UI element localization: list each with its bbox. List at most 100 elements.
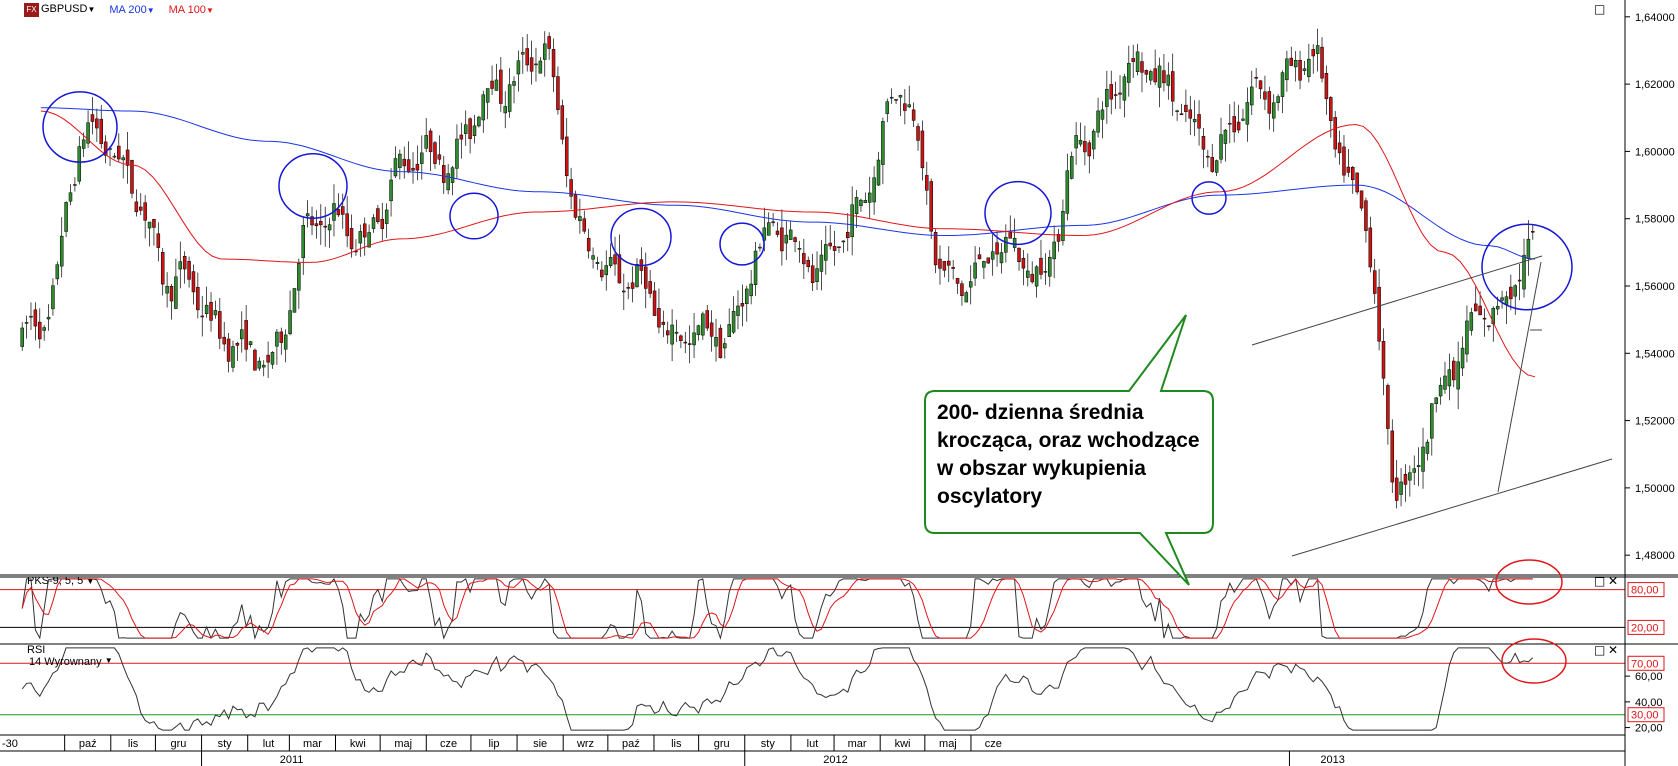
candle-body — [705, 310, 709, 329]
price-tick-label: 1,58000 — [1635, 214, 1675, 226]
close-icon[interactable]: ✕ — [1608, 643, 1619, 657]
candle-body — [775, 230, 780, 235]
candle-body — [740, 303, 745, 307]
candle-body — [749, 283, 753, 297]
candle-body — [231, 346, 235, 368]
candle-body — [951, 267, 955, 269]
maximize-icon[interactable]: □ — [1594, 643, 1606, 657]
candle-body — [1039, 257, 1043, 275]
candle-body — [165, 285, 169, 294]
rsi-panel-subtitle[interactable]: 14 Wyrownany ▼ — [29, 656, 113, 668]
stoch-panel-title[interactable]: PKS-9, 5, 5 ▼ — [27, 575, 94, 587]
candle-body — [1157, 65, 1162, 88]
candle-body — [261, 364, 266, 368]
candle-body — [1315, 45, 1320, 54]
candle-body — [1250, 86, 1254, 106]
candle-body — [1390, 430, 1395, 483]
candle-body — [182, 255, 187, 270]
candle-body — [665, 330, 670, 336]
price-tick-label: 1,60000 — [1635, 146, 1675, 158]
candle-body — [1276, 96, 1280, 103]
candle-body — [46, 316, 51, 320]
candle-body — [424, 135, 428, 149]
candle-body — [657, 307, 661, 328]
annotations — [42, 91, 1613, 586]
candle-body — [556, 76, 560, 110]
candle-body — [389, 179, 393, 202]
candle-body — [692, 332, 696, 346]
month-label: lis — [128, 738, 139, 750]
level-badge-label: 20,00 — [1631, 622, 1659, 634]
candle-body — [1096, 110, 1100, 133]
candle-body — [24, 322, 29, 324]
candle-body — [1197, 114, 1201, 129]
candle-body — [139, 206, 143, 211]
candle-body — [279, 331, 284, 343]
stoch-main-line — [21, 577, 1533, 640]
rsi-line — [21, 647, 1534, 731]
candle-body — [1223, 129, 1228, 144]
month-label: lip — [488, 738, 499, 750]
candle-body — [1192, 119, 1197, 123]
candle-body — [670, 324, 674, 345]
stochastic-panel: 80,00 20,00 — [0, 559, 1665, 640]
candle-body — [477, 116, 481, 127]
month-label: mar — [848, 738, 867, 750]
candle-body — [1359, 190, 1364, 209]
candle-body — [846, 232, 850, 238]
candle-body — [867, 192, 872, 203]
maximize-icon[interactable]: □ — [1594, 574, 1606, 588]
candle-body — [907, 104, 911, 108]
candle-body — [1460, 347, 1465, 369]
candle-body — [218, 311, 222, 339]
candle-body — [1214, 160, 1219, 173]
candle-body — [446, 173, 450, 191]
candle-body — [1416, 465, 1421, 468]
candle-body — [68, 192, 73, 202]
candle-body — [1421, 446, 1425, 472]
candle-body — [29, 315, 33, 318]
candle-body — [1043, 271, 1048, 273]
candle-body — [1298, 60, 1302, 81]
month-label: lis — [671, 738, 682, 750]
candle-body — [543, 43, 547, 60]
candle-body — [1140, 61, 1144, 73]
candle-body — [1408, 472, 1412, 481]
month-label: lut — [807, 738, 819, 750]
candle-body — [942, 261, 947, 271]
candle-body — [472, 125, 477, 136]
month-label: -30 — [2, 738, 18, 750]
candle-body — [187, 261, 191, 280]
symbol-selector[interactable]: FX GBPUSD▼ — [24, 3, 95, 17]
candle-body — [1271, 102, 1276, 119]
month-label: cze — [440, 738, 457, 750]
candle-body — [1364, 200, 1368, 231]
candle-body — [797, 247, 802, 250]
candle-body — [1438, 385, 1443, 397]
month-label: paź — [79, 738, 97, 750]
ma100-selector[interactable]: MA 100▼ — [169, 4, 214, 16]
candle-body — [547, 36, 551, 49]
candle-body — [1127, 62, 1131, 83]
level-badge — [1627, 655, 1665, 671]
candle-body — [635, 264, 639, 288]
candle-body — [1351, 167, 1355, 181]
stoch-label: PKS-9, 5, 5 — [27, 575, 84, 587]
close-icon[interactable]: ✕ — [1608, 574, 1619, 588]
candle-body — [881, 121, 885, 165]
price-tick-label: 1,48000 — [1635, 550, 1675, 562]
dropdown-icon: ▼ — [87, 5, 96, 14]
candle-body — [916, 126, 920, 141]
candle-body — [1478, 305, 1482, 316]
price-candles — [20, 28, 1535, 509]
price-tick-label: 1,56000 — [1635, 281, 1675, 293]
maximize-icon[interactable]: □ — [1594, 2, 1606, 16]
candle-body — [1170, 71, 1175, 102]
ma200-selector[interactable]: MA 200▼ — [109, 4, 154, 16]
candle-body — [275, 331, 279, 347]
candle-body — [433, 142, 437, 164]
candle-body — [420, 152, 424, 164]
candle-body — [819, 254, 824, 272]
candle-body — [850, 204, 854, 238]
candle-body — [1069, 156, 1074, 179]
